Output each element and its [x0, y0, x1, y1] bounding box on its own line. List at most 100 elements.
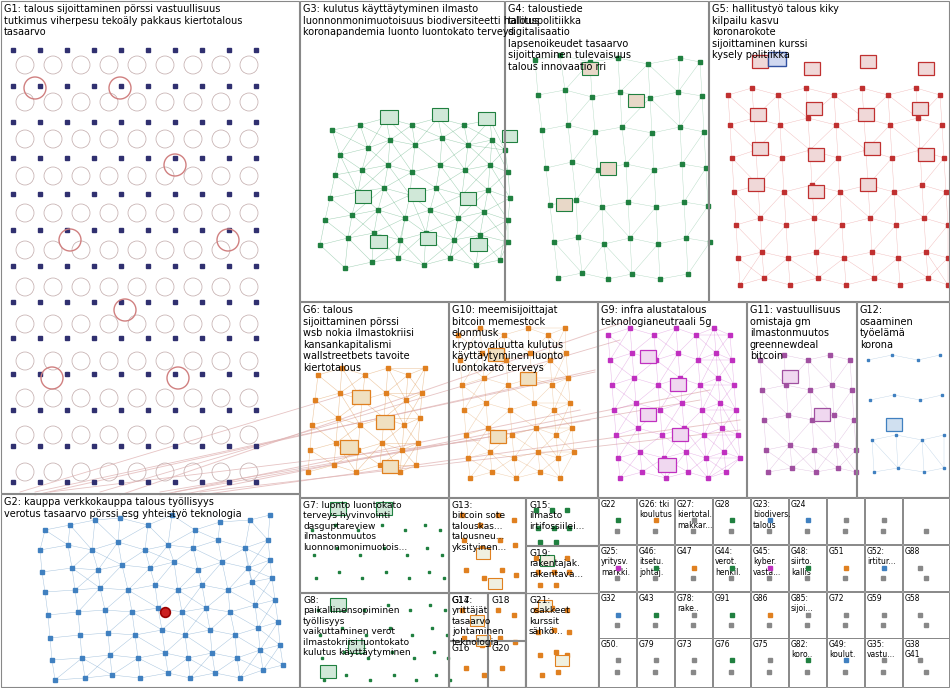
Text: G10: meemisijoittajat
bitcoin memestock
elonmusk
kryptovaluutta kulutus
käyttäyt: G10: meemisijoittajat bitcoin memestock … — [452, 305, 563, 373]
Text: G85:
sijoi...: G85: sijoi... — [791, 594, 813, 614]
Bar — [750, 108, 766, 121]
Bar — [490, 430, 506, 443]
Bar — [330, 502, 346, 515]
Bar — [860, 55, 876, 68]
Text: G22: G22 — [601, 500, 617, 509]
Bar — [582, 62, 598, 75]
Text: G20: G20 — [491, 644, 509, 653]
Text: G27:
kiertotal.
makkar...: G27: kiertotal. makkar... — [677, 500, 712, 530]
Bar — [827, 498, 864, 544]
Text: G6: talous
sijoittaminen pörssi
wsb nokia ilmastokriisi
kansankapitalismi
wallst: G6: talous sijoittaminen pörssi wsb noki… — [303, 305, 414, 373]
Bar — [330, 598, 346, 611]
Text: G4: taloustiede
talouspolitiikka
digitalisaatio
lapsenoikeudet tasaarvo
sijoitta: G4: taloustiede talouspolitiikka digital… — [508, 4, 631, 72]
Bar — [540, 555, 554, 566]
Bar — [912, 102, 928, 115]
Text: G15:
ilmasto
irtifossiilei...: G15: ilmasto irtifossiilei... — [529, 501, 584, 531]
Bar — [449, 593, 487, 640]
Bar — [600, 162, 616, 175]
Bar — [476, 635, 490, 646]
Bar — [300, 1, 504, 301]
Bar — [488, 593, 525, 640]
Bar — [470, 238, 487, 251]
Bar — [804, 62, 820, 75]
Text: G9: infra alustatalous
teknologianeutraali 5g: G9: infra alustatalous teknologianeutraa… — [601, 305, 712, 327]
Bar — [637, 545, 674, 591]
Text: G79: G79 — [639, 640, 655, 649]
Bar — [675, 592, 712, 638]
Text: G73: G73 — [677, 640, 693, 649]
Text: G24: G24 — [791, 500, 807, 509]
Text: G59: G59 — [867, 594, 883, 603]
Bar — [348, 640, 364, 653]
Text: G17: G17 — [452, 596, 470, 605]
Bar — [675, 638, 712, 687]
Bar — [352, 390, 370, 404]
Bar — [556, 198, 572, 211]
Text: G38
G41: G38 G41 — [905, 640, 921, 659]
Text: G28: G28 — [715, 500, 731, 509]
Bar — [782, 370, 798, 383]
Text: G11: vastuullisuus
omistaja gm
ilmastonmuutos
greennewdeal
bitcoin: G11: vastuullisuus omistaja gm ilmastonm… — [750, 305, 841, 361]
Bar — [903, 638, 949, 687]
Text: G58: G58 — [905, 594, 921, 603]
Text: G25:
yritysv.
markki.: G25: yritysv. markki. — [601, 547, 630, 577]
Bar — [709, 1, 949, 301]
Bar — [865, 638, 902, 687]
Text: G21:
osakkeet
kurssit
sähkö...: G21: osakkeet kurssit sähkö... — [529, 596, 570, 636]
Bar — [598, 302, 746, 497]
Bar — [449, 302, 597, 497]
Bar — [432, 108, 448, 121]
Bar — [640, 408, 656, 421]
Bar — [789, 545, 826, 591]
Text: G51: G51 — [829, 547, 845, 556]
Bar — [864, 142, 880, 155]
Text: G43: G43 — [639, 594, 655, 603]
Bar — [675, 498, 712, 544]
Bar — [827, 638, 864, 687]
Bar — [526, 498, 598, 545]
Bar — [408, 188, 425, 201]
Bar — [903, 498, 949, 544]
Bar — [340, 440, 358, 454]
Bar — [752, 142, 768, 155]
Bar — [555, 655, 569, 666]
Text: G26: tki
koulutus: G26: tki koulutus — [639, 500, 672, 519]
Bar — [751, 498, 788, 544]
Bar — [355, 190, 371, 203]
Bar — [382, 460, 398, 473]
Text: G35:
vastu...: G35: vastu... — [867, 640, 895, 659]
Bar — [449, 641, 487, 687]
Text: G46:
itsetu.
johtaj.: G46: itsetu. johtaj. — [639, 547, 663, 577]
Bar — [320, 665, 336, 678]
Bar — [476, 548, 490, 559]
Bar — [713, 498, 750, 544]
Bar — [300, 593, 448, 687]
Bar — [713, 592, 750, 638]
Text: G88: G88 — [905, 547, 921, 556]
Bar — [751, 545, 788, 591]
Bar — [470, 615, 484, 626]
Bar — [478, 112, 495, 125]
Bar — [1, 494, 299, 687]
Bar — [637, 592, 674, 638]
Bar — [488, 578, 502, 589]
Bar — [658, 458, 676, 472]
Bar — [628, 94, 644, 107]
Bar — [505, 1, 708, 301]
Bar — [814, 408, 830, 421]
Bar — [860, 178, 876, 191]
Bar — [918, 148, 934, 161]
Bar — [806, 102, 822, 115]
Bar — [599, 638, 636, 687]
Bar — [460, 192, 476, 205]
Bar — [538, 600, 552, 611]
Bar — [640, 350, 656, 363]
Bar — [918, 62, 934, 75]
Text: G2: kauppa verkkokauppa talous työllisyys
verotus tasaarvo pörssi esg yhteistyö : G2: kauppa verkkokauppa talous työllisyy… — [4, 497, 241, 519]
Text: G19:
rakentajak.
rakentava...: G19: rakentajak. rakentava... — [529, 549, 583, 579]
Text: G18: G18 — [491, 596, 509, 605]
Text: G52:
irtitur...: G52: irtitur... — [867, 547, 896, 566]
Bar — [713, 638, 750, 687]
Text: G82:
koro..: G82: koro.. — [791, 640, 812, 659]
Text: G48:
siirto.
kallis: G48: siirto. kallis — [791, 547, 813, 577]
